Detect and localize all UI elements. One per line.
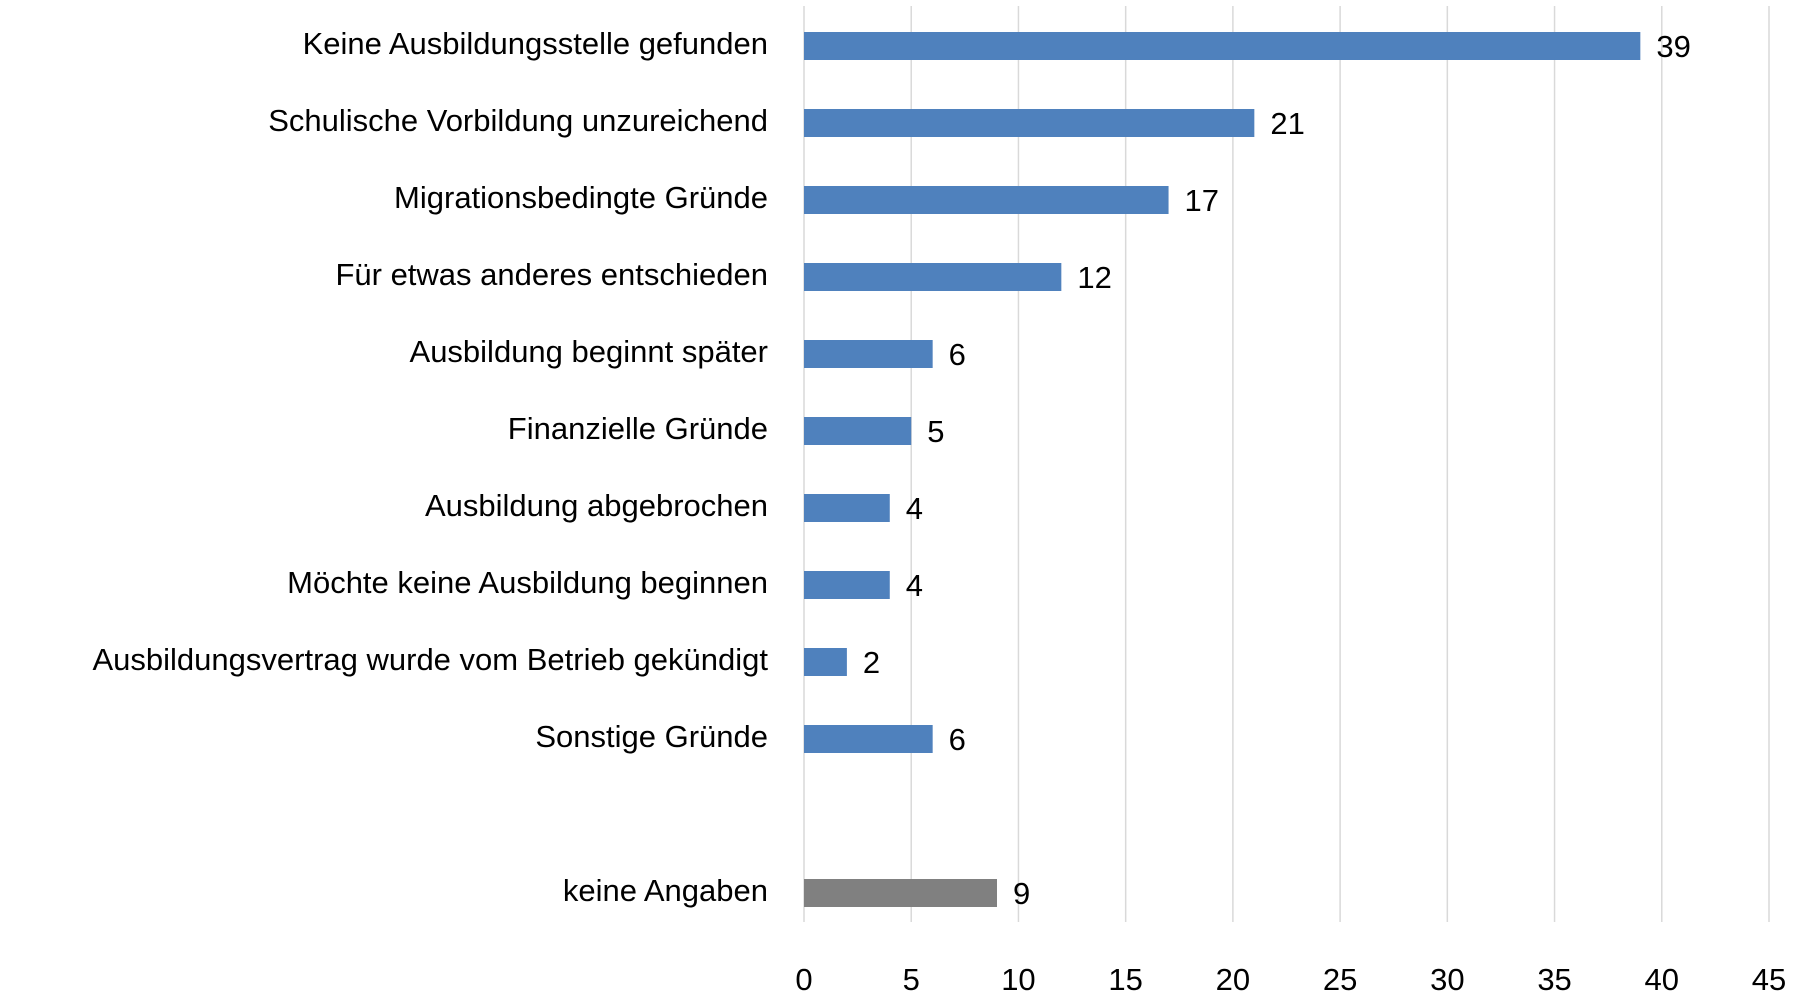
bar — [804, 494, 890, 522]
y-tick-label: Schulische Vorbildung unzureichend — [268, 103, 768, 138]
bar — [804, 186, 1169, 214]
data-label: 2 — [863, 645, 880, 680]
data-label: 21 — [1270, 106, 1304, 141]
y-tick-label: Möchte keine Ausbildung beginnen — [287, 565, 768, 600]
x-tick-label: 25 — [1323, 962, 1357, 992]
bar — [804, 648, 847, 676]
x-tick-label: 40 — [1645, 962, 1679, 992]
y-tick-label: Migrationsbedingte Gründe — [394, 180, 768, 215]
data-label: 5 — [927, 414, 944, 449]
x-tick-label: 45 — [1752, 962, 1786, 992]
data-label: 12 — [1077, 260, 1111, 295]
y-tick-label: Sonstige Gründe — [535, 719, 768, 754]
bar — [804, 32, 1641, 60]
data-label: 6 — [949, 337, 966, 372]
x-tick-label: 20 — [1216, 962, 1250, 992]
data-label: 17 — [1185, 183, 1219, 218]
y-tick-label: Keine Ausbildungsstelle gefunden — [303, 26, 768, 61]
y-tick-label: keine Angaben — [563, 873, 768, 908]
x-tick-label: 15 — [1108, 962, 1142, 992]
x-tick-label: 30 — [1430, 962, 1464, 992]
data-label: 4 — [906, 491, 923, 526]
data-label: 39 — [1656, 29, 1690, 64]
x-tick-label: 10 — [1001, 962, 1035, 992]
bar — [804, 417, 912, 445]
bar — [804, 725, 933, 753]
y-tick-label: Ausbildung beginnt später — [410, 334, 768, 369]
data-label: 6 — [949, 722, 966, 757]
bar — [804, 879, 997, 907]
y-tick-label: Finanzielle Gründe — [508, 411, 768, 446]
x-tick-label: 5 — [903, 962, 920, 992]
y-tick-label: Für etwas anderes entschieden — [335, 257, 768, 292]
y-tick-label: Ausbildungsvertrag wurde vom Betrieb gek… — [93, 642, 769, 677]
data-label: 4 — [906, 568, 923, 603]
bar — [804, 571, 890, 599]
x-tick-label: 35 — [1537, 962, 1571, 992]
data-label: 9 — [1013, 876, 1030, 911]
x-tick-label: 0 — [795, 962, 812, 992]
bar — [804, 263, 1062, 291]
bar — [804, 340, 933, 368]
bar — [804, 109, 1255, 137]
y-tick-label: Ausbildung abgebrochen — [425, 488, 768, 523]
